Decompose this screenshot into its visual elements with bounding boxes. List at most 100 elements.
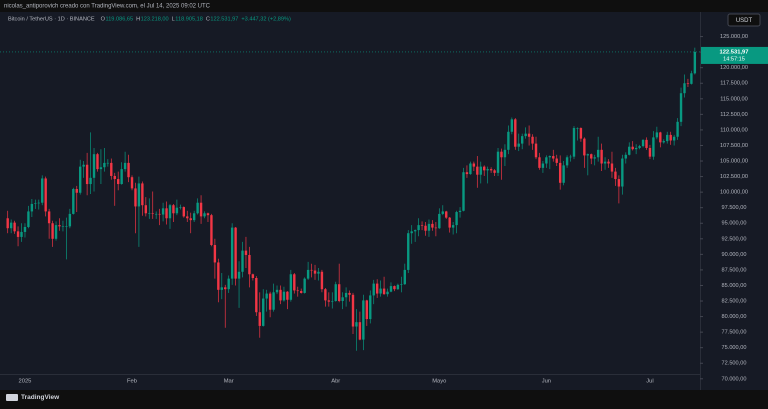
candle-body: [458, 210, 462, 213]
candle-body: [403, 269, 406, 285]
candle-body: [448, 217, 451, 228]
candle-body: [331, 301, 334, 302]
y-tick-label: 85.000,00: [722, 283, 747, 289]
candle-body: [99, 167, 103, 170]
candle-body: [434, 227, 438, 229]
x-tick-label: Mar: [224, 379, 234, 385]
candle-body: [693, 51, 697, 74]
candle-body: [686, 83, 690, 84]
candle-body: [158, 213, 161, 215]
candle-body: [555, 158, 558, 163]
candle-body: [438, 213, 441, 229]
candle-body: [393, 286, 396, 290]
candle-body: [337, 284, 341, 302]
candle-body: [382, 288, 386, 295]
candle-body: [451, 225, 455, 228]
candle-body: [234, 227, 237, 279]
y-tick-label: 80.000,00: [722, 314, 747, 320]
candle-body: [524, 133, 527, 137]
candle-body: [85, 164, 89, 185]
candle-body: [534, 143, 538, 158]
caption: nicolas_antiporovich creado con TradingV…: [4, 4, 211, 10]
candle-body: [224, 287, 227, 290]
candle-body: [476, 166, 479, 175]
candle-body: [186, 216, 189, 219]
candle-body: [348, 292, 351, 295]
candle-body: [30, 203, 34, 212]
candle-body: [217, 262, 220, 290]
candle-body: [400, 284, 403, 285]
candle-body: [68, 213, 72, 227]
candle-body: [113, 175, 116, 180]
candle-body: [683, 83, 686, 94]
candle-body: [75, 189, 78, 193]
candle-body: [44, 178, 47, 212]
header-label: H: [136, 16, 140, 22]
candle-body: [527, 133, 531, 137]
candle-body: [358, 322, 362, 340]
candle-body: [303, 278, 306, 293]
candle-body: [624, 154, 627, 159]
candle-body: [469, 163, 472, 175]
candle-body: [413, 230, 417, 232]
candle-body: [213, 245, 217, 263]
candle-body: [462, 172, 465, 211]
candle-body: [327, 300, 331, 302]
candle-body: [565, 157, 569, 166]
header-label: O: [101, 16, 106, 22]
candle-body: [268, 293, 272, 310]
y-tick-label: 77.500,00: [722, 330, 747, 336]
y-tick-label: 87.500,00: [722, 267, 747, 273]
candle-body: [148, 213, 151, 214]
candle-body: [634, 147, 638, 150]
candle-body: [372, 283, 375, 296]
currency[interactable]: USDT: [736, 18, 753, 24]
candle-body: [127, 162, 130, 178]
candle-body: [548, 156, 552, 158]
candle-body: [196, 202, 199, 214]
header-change: +3.447,32 (+2,89%): [241, 16, 291, 22]
candle-body: [417, 225, 420, 231]
candle-body: [65, 226, 68, 227]
candle-body: [472, 163, 476, 167]
header-value: 118.905,18: [175, 16, 203, 22]
countdown: 14:57:15: [723, 56, 745, 62]
candle-body: [241, 250, 244, 272]
candle-body: [179, 207, 182, 208]
candle-body: [154, 213, 158, 215]
candle-body: [572, 128, 576, 157]
candle-body: [151, 213, 154, 214]
candle-body: [483, 166, 486, 171]
candle-body: [130, 177, 134, 189]
candle-body: [603, 161, 607, 164]
candle-body: [666, 134, 669, 142]
candle-body: [110, 162, 113, 176]
candle-body: [507, 131, 510, 150]
y-tick-label: 125.000,00: [720, 34, 748, 40]
candle-body: [23, 226, 27, 232]
candle-body: [72, 189, 75, 214]
brand: TradingView: [21, 394, 60, 401]
x-tick-label: Jun: [542, 379, 551, 385]
candle-body: [13, 222, 16, 232]
candle-body: [579, 128, 583, 139]
y-tick-label: 92.500,00: [722, 236, 747, 242]
candle-body: [134, 188, 137, 207]
candle-body: [583, 138, 586, 156]
candle-body: [341, 297, 344, 302]
candle-body: [258, 312, 261, 326]
candle-body: [120, 169, 123, 185]
candle-body: [365, 300, 369, 320]
candle-body: [334, 284, 337, 302]
x-tick-label: Feb: [127, 379, 137, 385]
y-tick-label: 70.000,00: [722, 376, 747, 382]
candle-body: [92, 154, 96, 178]
candle-body: [54, 225, 58, 239]
logo-icon: [6, 394, 18, 401]
candle-body: [520, 136, 524, 144]
candle-body: [396, 284, 400, 290]
currency-button[interactable]: [727, 13, 761, 27]
last-price-label: 122.531,97: [719, 49, 748, 55]
candle-body: [324, 289, 327, 301]
